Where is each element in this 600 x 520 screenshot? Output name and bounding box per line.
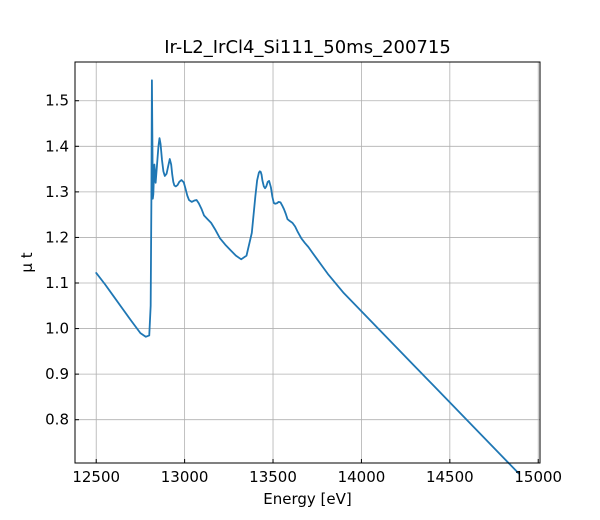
axis-ticks: 12500 13000 13500 14000 14500 15000 0.8 0.9 1.0 1… [45, 92, 562, 486]
x-axis-label: Energy [eV] [263, 490, 351, 508]
x-tick-label: 14500 [426, 468, 474, 486]
x-tick-label: 13000 [161, 468, 209, 486]
chart-title: Ir-L2_IrCl4_Si111_50ms_200715 [164, 37, 451, 58]
plot-frame [74, 61, 541, 464]
x-tick-label: 12500 [72, 468, 120, 486]
series-line [95, 79, 520, 475]
data-series [95, 79, 520, 475]
y-axis-label: μ t [18, 252, 36, 272]
y-tick-label: 1.0 [45, 320, 69, 338]
x-tick-label: 14000 [338, 468, 386, 486]
y-tick-label: 1.2 [45, 228, 69, 246]
y-tick-label: 1.1 [45, 274, 69, 292]
x-tick-label: 13500 [249, 468, 297, 486]
y-tick-label: 1.4 [45, 137, 69, 155]
y-tick-label: 1.5 [45, 92, 69, 110]
y-tick-label: 0.8 [45, 411, 69, 429]
y-tick-label: 1.3 [45, 183, 69, 201]
x-tick-label: 15000 [514, 468, 562, 486]
y-tick-label: 0.9 [45, 365, 69, 383]
